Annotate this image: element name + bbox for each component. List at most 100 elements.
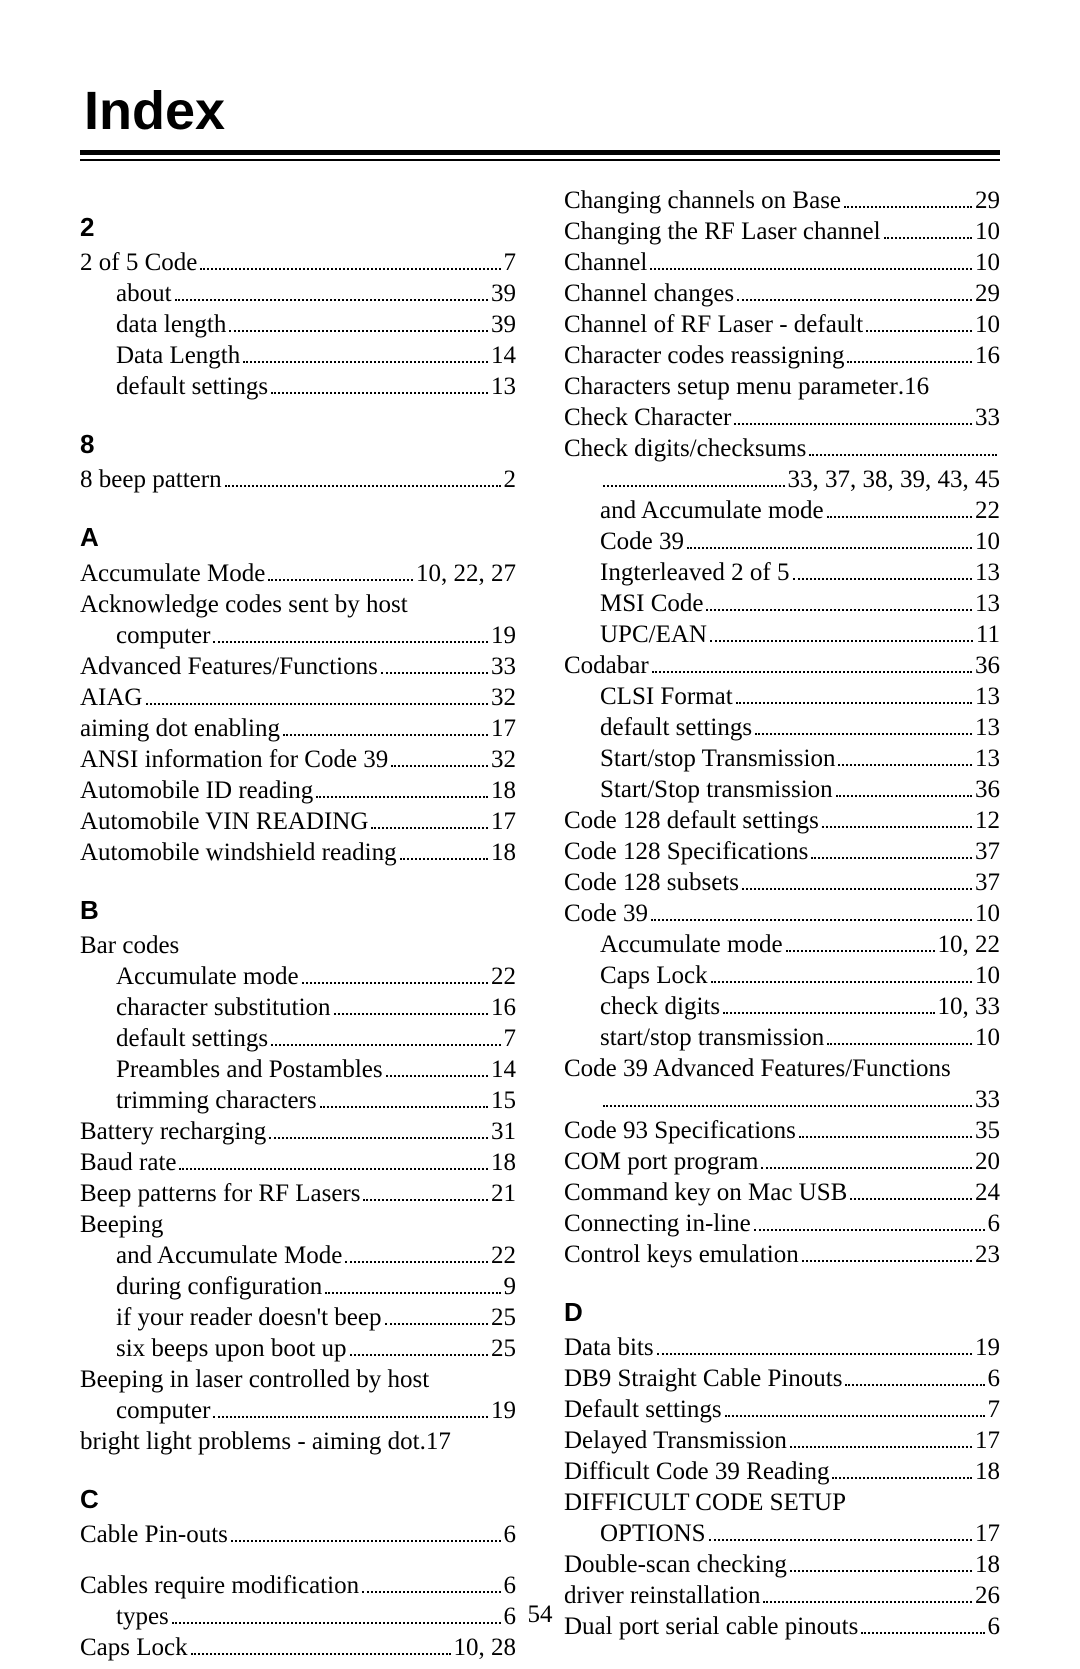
index-pages: 16 bbox=[491, 992, 516, 1023]
index-pages: 23 bbox=[975, 1239, 1000, 1270]
index-leader bbox=[850, 1182, 972, 1200]
index-entry: AIAG32 bbox=[80, 682, 516, 713]
index-pages: 33, 37, 38, 39, 43, 45 bbox=[788, 464, 1001, 495]
index-leader bbox=[790, 1430, 972, 1448]
index-entry: Control keys emulation23 bbox=[564, 1239, 1000, 1270]
index-entry: Command key on Mac USB24 bbox=[564, 1177, 1000, 1208]
index-entry: Ingterleaved 2 of 513 bbox=[564, 557, 1000, 588]
index-term: Default settings bbox=[564, 1394, 722, 1425]
index-pages: 24 bbox=[975, 1177, 1000, 1208]
index-term: six beeps upon boot up bbox=[80, 1333, 347, 1364]
index-entry: OPTIONS17 bbox=[564, 1518, 1000, 1549]
index-term: Accumulate mode bbox=[80, 961, 299, 992]
index-pages: 25 bbox=[491, 1333, 516, 1364]
index-entry: Code 3910 bbox=[564, 898, 1000, 929]
index-leader bbox=[243, 345, 488, 363]
index-page: Index 22 of 5 Code7about39data length39D… bbox=[0, 0, 1080, 1669]
index-term: check digits bbox=[564, 991, 720, 1022]
index-entry: Check digits/checksums bbox=[564, 433, 1000, 464]
index-entry: Data bits19 bbox=[564, 1332, 1000, 1363]
index-term: Channel of RF Laser - default bbox=[564, 309, 863, 340]
index-leader bbox=[302, 966, 488, 984]
index-term: Beeping in laser controlled by host bbox=[80, 1364, 429, 1395]
index-term: Beeping bbox=[80, 1209, 163, 1240]
index-term: Automobile ID reading bbox=[80, 775, 313, 806]
index-right-column: Changing channels on Base29Changing the … bbox=[564, 185, 1000, 1663]
index-pages: 14 bbox=[491, 1054, 516, 1085]
index-entry: Beep patterns for RF Lasers21 bbox=[80, 1178, 516, 1209]
index-leader bbox=[283, 717, 488, 735]
index-pages: 17 bbox=[491, 713, 516, 744]
index-entry: Channel of RF Laser - default 10 bbox=[564, 309, 1000, 340]
index-pages: 25 bbox=[491, 1302, 516, 1333]
index-entry: Code 3910 bbox=[564, 526, 1000, 557]
spacer bbox=[80, 1550, 516, 1570]
index-pages: 31 bbox=[491, 1116, 516, 1147]
index-term: Advanced Features/Functions bbox=[80, 651, 378, 682]
index-leader bbox=[652, 655, 972, 673]
index-term: 2 of 5 Code bbox=[80, 247, 197, 278]
index-entry: computer19 bbox=[80, 1395, 516, 1426]
index-term: if your reader doesn't beep bbox=[80, 1302, 382, 1333]
index-entry: Preambles and Postambles14 bbox=[80, 1054, 516, 1085]
index-entry: and Accumulate Mode22 bbox=[80, 1240, 516, 1271]
index-term: trimming characters bbox=[80, 1085, 317, 1116]
index-leader bbox=[651, 903, 972, 921]
index-pages: 10 bbox=[975, 898, 1000, 929]
index-pages: 17 bbox=[975, 1518, 1000, 1549]
index-entry: Caps Lock10, 28 bbox=[80, 1632, 516, 1663]
index-entry: trimming characters15 bbox=[80, 1085, 516, 1116]
index-leader bbox=[603, 1089, 972, 1107]
index-pages: 19 bbox=[491, 620, 516, 651]
index-entry: aiming dot enabling17 bbox=[80, 713, 516, 744]
index-leader bbox=[381, 655, 488, 673]
index-pages: 12 bbox=[975, 805, 1000, 836]
index-leader bbox=[175, 283, 488, 301]
index-term: Caps Lock bbox=[80, 1632, 188, 1663]
index-entry: Default settings 7 bbox=[564, 1394, 1000, 1425]
index-entry: Connecting in-line6 bbox=[564, 1208, 1000, 1239]
page-number: 54 bbox=[0, 1601, 1080, 1629]
index-leader bbox=[847, 345, 972, 363]
index-pages: 22 bbox=[491, 1240, 516, 1271]
index-pages: 33 bbox=[975, 402, 1000, 433]
index-term: start/stop transmission bbox=[564, 1022, 824, 1053]
index-pages: 10 bbox=[975, 309, 1000, 340]
index-entry: 33 bbox=[564, 1084, 1000, 1115]
index-term: Code 39 Advanced Features/Functions bbox=[564, 1053, 951, 1084]
index-pages: 22 bbox=[975, 495, 1000, 526]
index-pages: 32 bbox=[491, 744, 516, 775]
index-pages: 36 bbox=[975, 774, 1000, 805]
index-entry: Start/Stop transmission 36 bbox=[564, 774, 1000, 805]
index-entry: DB9 Straight Cable Pinouts6 bbox=[564, 1363, 1000, 1394]
index-leader bbox=[271, 376, 488, 394]
index-entry: Cable Pin-outs6 bbox=[80, 1519, 516, 1550]
index-pages: 19 bbox=[491, 1395, 516, 1426]
index-leader bbox=[200, 252, 500, 270]
index-section-head: 8 bbox=[80, 428, 516, 460]
index-entry: character substitution16 bbox=[80, 992, 516, 1023]
index-pages: 7 bbox=[988, 1394, 1001, 1425]
index-pages: 10 bbox=[975, 960, 1000, 991]
index-pages: 13 bbox=[975, 588, 1000, 619]
index-leader bbox=[386, 1059, 488, 1077]
index-leader bbox=[316, 779, 488, 797]
index-pages: 17 bbox=[426, 1426, 451, 1457]
index-term: Changing the RF Laser channel bbox=[564, 216, 881, 247]
index-pages: 16 bbox=[904, 371, 929, 402]
index-pages: 9 bbox=[504, 1271, 517, 1302]
index-entry: 8 beep pattern2 bbox=[80, 464, 516, 495]
index-pages: 21 bbox=[491, 1178, 516, 1209]
index-pages: 10, 33 bbox=[938, 991, 1001, 1022]
index-pages: 11 bbox=[976, 619, 1000, 650]
index-term: data length bbox=[80, 309, 226, 340]
index-entry: Code 128 default settings12 bbox=[564, 805, 1000, 836]
index-term: Start/Stop transmission bbox=[564, 774, 833, 805]
index-leader bbox=[271, 1028, 500, 1046]
index-leader bbox=[737, 283, 972, 301]
index-columns: 22 of 5 Code7about39data length39Data Le… bbox=[80, 185, 1000, 1663]
index-term: default settings bbox=[80, 371, 268, 402]
index-leader bbox=[786, 934, 935, 952]
index-leader bbox=[723, 996, 934, 1014]
index-leader bbox=[706, 593, 972, 611]
